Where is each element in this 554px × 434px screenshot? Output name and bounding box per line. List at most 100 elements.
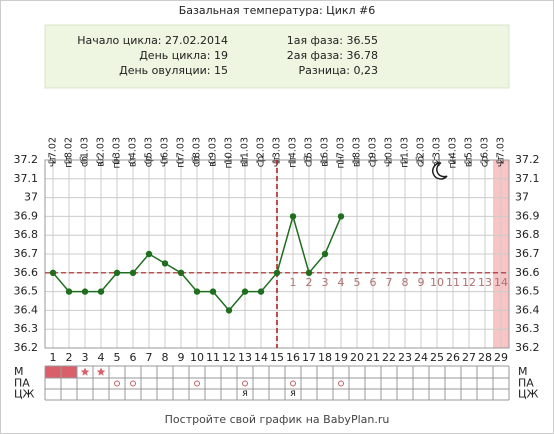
temp-point — [289, 213, 297, 220]
y-tick-label-right: 37.2 — [515, 153, 540, 166]
date-label: 03.03 — [112, 137, 123, 164]
weekday-label: ср — [256, 156, 267, 167]
date-label: 26.03 — [480, 137, 491, 164]
x-tick-label: 26 — [446, 351, 460, 364]
date-label: 10.03 — [224, 137, 235, 164]
weekday-label: сб — [304, 156, 315, 167]
temp-point — [193, 288, 201, 295]
phase2-label: 7 — [386, 276, 393, 289]
weekday-label: вс — [96, 156, 107, 167]
x-tick-label: 6 — [130, 351, 137, 364]
weekday-label: вс — [432, 156, 443, 167]
date-label: 01.03 — [80, 137, 91, 164]
y-tick-label-right: 37 — [515, 191, 529, 204]
temp-point — [225, 307, 233, 314]
x-tick-label: 18 — [318, 351, 332, 364]
temp-point — [321, 250, 329, 258]
date-label: 20.03 — [384, 137, 395, 164]
y-tick-label-right: 36.2 — [515, 341, 540, 354]
weekday-label: вт — [464, 156, 475, 168]
date-label: 11.03 — [240, 137, 251, 164]
row-label-right: М — [518, 365, 528, 378]
date-label: 19.03 — [368, 137, 379, 164]
temp-point — [97, 288, 105, 295]
date-label: 05.03 — [144, 137, 155, 164]
x-tick-label: 13 — [238, 351, 252, 364]
x-tick-label: 8 — [162, 351, 169, 364]
y-tick-label-right: 36.8 — [515, 228, 540, 241]
cm-mark: я — [242, 388, 248, 399]
y-tick-label-right: 36.6 — [515, 266, 540, 279]
weekday-label: пт — [400, 156, 411, 168]
date-label: 08.03 — [192, 137, 203, 164]
phase2-label: 5 — [354, 276, 361, 289]
x-tick-label: 17 — [302, 351, 316, 364]
y-tick-label: 36.7 — [14, 247, 39, 260]
temp-point — [273, 269, 281, 276]
row-label: ЦЖ — [14, 388, 35, 401]
weekday-label: пн — [336, 156, 347, 168]
y-tick-label: 36.8 — [14, 228, 39, 241]
star-mark — [80, 367, 90, 376]
phase2-label: 13 — [478, 276, 492, 289]
weekday-label: вс — [320, 156, 331, 167]
temp-point — [305, 269, 313, 276]
weekday-label: пн — [224, 156, 235, 168]
weekday-label: ср — [144, 156, 155, 167]
weekday-label: пн — [448, 156, 459, 168]
x-tick-label: 10 — [190, 351, 204, 364]
y-tick-label: 36.3 — [14, 322, 39, 335]
date-label: 02.03 — [96, 137, 107, 164]
date-label: 16.03 — [320, 137, 331, 164]
weekday-label: вт — [240, 156, 251, 168]
date-label: 15.03 — [304, 137, 315, 164]
x-tick-label: 22 — [382, 351, 396, 364]
phase2-label: 3 — [322, 276, 329, 289]
y-tick-label: 37 — [24, 191, 38, 204]
weekday-label: чт — [160, 156, 171, 168]
temp-point — [129, 269, 137, 276]
pa-mark — [130, 380, 136, 387]
phase2-label: 14 — [494, 276, 508, 289]
date-label: 14.03 — [288, 137, 299, 164]
weekday-label: чт — [48, 156, 59, 168]
temp-point — [49, 269, 57, 276]
weekday-label: сб — [416, 156, 427, 167]
phase2-label: 12 — [462, 276, 476, 289]
y-tick-label: 36.9 — [14, 209, 39, 222]
phase2-label: 10 — [430, 276, 444, 289]
y-tick-label: 37.2 — [14, 153, 39, 166]
x-tick-label: 1 — [50, 351, 57, 364]
date-label: 23.03 — [432, 137, 443, 164]
pa-mark — [242, 380, 248, 387]
temp-point — [177, 269, 185, 276]
phase2-label: 9 — [418, 276, 425, 289]
info-left: Начало цикла: 27.02.2014 — [77, 34, 228, 47]
temp-point — [161, 260, 169, 267]
temp-point — [81, 288, 89, 295]
row-label: М — [14, 365, 24, 378]
y-tick-label-right: 36.4 — [515, 303, 540, 316]
temp-point — [113, 269, 121, 276]
x-tick-label: 5 — [114, 351, 121, 364]
row-label-right: ЦЖ — [518, 388, 539, 401]
info-left: День цикла: 19 — [139, 49, 228, 62]
y-tick-label-right: 36.5 — [515, 285, 540, 298]
x-tick-label: 14 — [254, 351, 268, 364]
footer: Постройте свой график на BabyPlan.ru — [165, 413, 390, 426]
pa-mark — [194, 380, 200, 387]
date-label: 28.02 — [64, 137, 75, 164]
x-tick-label: 9 — [178, 351, 185, 364]
cm-mark: я — [290, 388, 296, 399]
pa-mark — [290, 380, 296, 387]
date-label: 24.03 — [448, 137, 459, 164]
pa-mark — [338, 380, 344, 387]
weekday-label: сб — [192, 156, 203, 167]
y-tick-label: 36.4 — [14, 303, 39, 316]
temp-point — [241, 288, 249, 295]
pa-mark — [114, 380, 120, 387]
x-tick-label: 28 — [478, 351, 492, 364]
y-tick-label-right: 36.7 — [515, 247, 540, 260]
date-label: 27.03 — [496, 137, 507, 164]
row-label: ПА — [14, 377, 30, 390]
